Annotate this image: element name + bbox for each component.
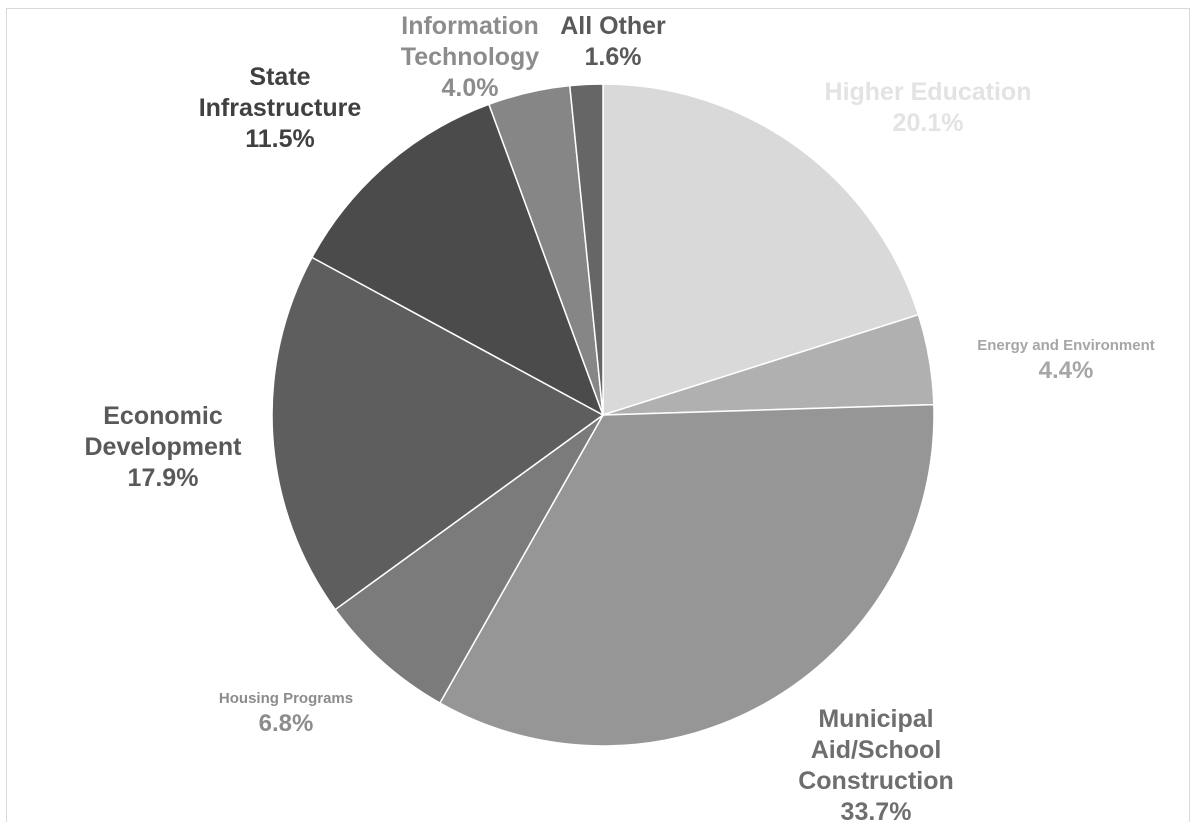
data-label-state-infrastructure: State Infrastructure 11.5%: [199, 63, 362, 153]
data-label-economic-development: Economic Development 17.9%: [85, 402, 243, 492]
pie-slice-municipal-aid-school-construction: [438, 403, 935, 747]
data-label-information-technology: Information Technology 4.0%: [401, 12, 540, 102]
slice-value-label: 4.4%: [1039, 357, 1094, 384]
slice-category-label: Construction: [798, 767, 954, 795]
slice-category-label: State: [249, 63, 310, 91]
data-label-all-other: All Other 1.6%: [560, 12, 666, 71]
slice-value-label: 6.8%: [259, 710, 314, 737]
slice-value-label: 11.5%: [245, 125, 315, 153]
data-label-housing-programs: Housing Programs 6.8%: [219, 690, 353, 737]
data-label-municipal-aid-school-construction: Municipal Aid/School Construction 33.7%: [798, 705, 954, 822]
slice-category-label: Housing Programs: [219, 690, 353, 707]
slice-category-label: Energy and Environment: [977, 337, 1155, 354]
slice-value-label: 33.7%: [841, 798, 912, 822]
slice-category-label: Technology: [401, 43, 540, 71]
pie-slice-state-infrastructure: [310, 103, 605, 417]
pie-slice-housing-programs: [334, 414, 604, 705]
slice-category-label: Aid/School: [811, 736, 942, 764]
data-label-energy-and-environment: Energy and Environment 4.4%: [977, 337, 1155, 384]
slice-value-label: 17.9%: [128, 464, 199, 492]
slice-category-label: Municipal: [818, 705, 933, 733]
chart-frame: [6, 8, 1190, 822]
slice-category-label: Development: [85, 433, 243, 461]
data-label-higher-education: Higher Education 20.1%: [825, 78, 1032, 137]
slice-category-label: Higher Education: [825, 78, 1032, 106]
slice-category-label: Economic: [103, 402, 223, 430]
pie-slice-all-other: [568, 83, 604, 416]
pie-slice-higher-education: [602, 83, 920, 417]
slice-value-label: 4.0%: [442, 74, 499, 102]
pie-slice-economic-development: [271, 256, 605, 611]
slice-category-label: Infrastructure: [199, 94, 362, 122]
slice-category-label: Information: [401, 12, 539, 40]
slice-category-label: All Other: [560, 12, 666, 40]
slice-value-label: 1.6%: [585, 43, 642, 71]
slice-value-label: 20.1%: [893, 109, 964, 137]
